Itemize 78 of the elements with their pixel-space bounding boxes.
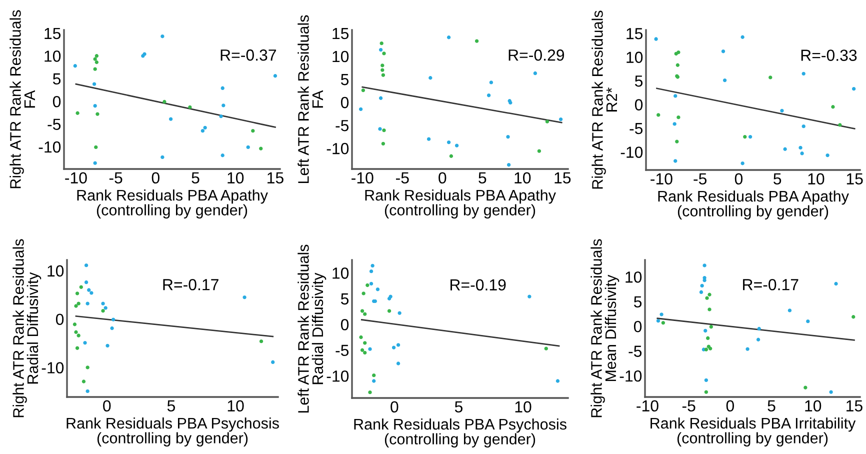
x-axis-title: Rank Residuals PBA Apathy (controlling by gender) <box>658 190 849 220</box>
y-tick-label: 10 <box>332 50 349 62</box>
y-axis-title: Right ATR Rank Residuals Radial Diffusivity <box>12 239 42 418</box>
x-tick-label: 10 <box>808 173 824 185</box>
x-tick-label: 10 <box>228 400 244 412</box>
y-tick-label: 10 <box>626 271 642 283</box>
y-tick-label: 10 <box>626 52 643 63</box>
y-tick-label: 5 <box>634 296 642 308</box>
y-tick-label: -10 <box>42 362 64 374</box>
y-axis-title: Left ATR Rank Residuals Radial Diffusivity <box>298 244 326 413</box>
annotation: R=-0.29 <box>508 49 564 61</box>
y-axis-title: Right ATR Rank Residuals Mean Diffusivity <box>590 239 620 418</box>
y-axis-title: Left ATR Rank Residuals FA <box>298 15 323 184</box>
x-tick-label: -5 <box>109 172 122 184</box>
y-tick-label: 15 <box>44 28 61 40</box>
y-tick-label: 10 <box>44 50 61 62</box>
y-tick-label: 0 <box>340 319 349 330</box>
x-tick-label: -5 <box>694 173 707 185</box>
y-tick-label: 15 <box>626 28 643 40</box>
x-tick-label: 0 <box>152 172 160 184</box>
y-tick-label: -10 <box>620 370 642 382</box>
y-tick-label: 5 <box>340 293 349 305</box>
x-axis-title: Rank Residuals PBA Irritability (controlling by gender) <box>650 417 856 446</box>
x-tick-label: -10 <box>65 172 87 184</box>
y-tick-label: 10 <box>48 265 64 277</box>
x-tick-label: 5 <box>768 400 776 412</box>
annotation: R=-0.33 <box>801 50 857 61</box>
annotation: R=-0.19 <box>450 279 506 291</box>
x-tick-label: -10 <box>650 173 672 185</box>
x-tick-label: 0 <box>438 172 446 184</box>
y-tick-label: 0 <box>634 320 642 332</box>
y-axis-title: Right ATR Rank Residuals FA <box>10 10 35 188</box>
y-tick-label: -5 <box>336 344 349 356</box>
x-tick-label: 15 <box>554 172 571 184</box>
x-tick-label: 10 <box>805 400 822 412</box>
y-axis-title: Right ATR Rank Residuals R2* <box>592 10 617 189</box>
x-tick-label: 0 <box>734 173 743 185</box>
x-tick-label: -10 <box>352 172 374 184</box>
y-tick-label: -10 <box>620 146 643 158</box>
x-tick-label: 10 <box>228 172 244 184</box>
y-tick-label: 0 <box>340 96 349 108</box>
x-tick-label: 15 <box>846 400 862 412</box>
annotation: R=-0.17 <box>163 278 218 290</box>
x-tick-label: 5 <box>478 172 486 184</box>
y-tick-label: -5 <box>336 120 349 132</box>
x-tick-label: 5 <box>167 400 175 412</box>
y-tick-label: 5 <box>340 74 349 86</box>
x-tick-label: 5 <box>192 172 200 184</box>
x-tick-label: 10 <box>514 172 531 184</box>
y-tick-label: 0 <box>634 99 643 110</box>
x-tick-label: 15 <box>268 172 284 184</box>
y-tick-label: -5 <box>630 123 643 134</box>
x-axis-title: Rank Residuals PBA Psychosis (controlling by gender) <box>354 418 566 448</box>
x-tick-label: 5 <box>774 173 782 185</box>
y-tick-label: -10 <box>326 370 349 382</box>
y-tick-label: -10 <box>38 141 61 153</box>
x-tick-label: 0 <box>103 400 111 412</box>
y-tick-label: 0 <box>52 96 61 108</box>
x-axis-title: Rank Residuals PBA Apathy (controlling by gender) <box>77 189 268 218</box>
y-tick-label: 5 <box>52 73 61 85</box>
x-axis-title: Rank Residuals PBA Apathy (controlling by gender) <box>365 189 556 218</box>
x-tick-label: 10 <box>515 401 532 413</box>
y-tick-label: 10 <box>332 268 349 279</box>
x-tick-label: -5 <box>396 172 409 184</box>
x-tick-label: 5 <box>454 401 462 413</box>
y-tick-label: 15 <box>332 28 349 40</box>
x-tick-label: 0 <box>390 401 398 413</box>
annotation: R=-0.17 <box>743 278 798 290</box>
y-tick-label: 5 <box>634 76 643 87</box>
x-tick-label: 0 <box>726 400 734 412</box>
y-tick-label: -5 <box>628 346 642 357</box>
x-tick-label: 15 <box>846 173 863 185</box>
x-tick-label: -5 <box>682 400 696 412</box>
x-axis-title: Rank Residuals PBA Psychosis (controlling by gender) <box>66 417 279 446</box>
y-tick-label: 0 <box>56 314 64 326</box>
y-tick-label: -10 <box>326 142 349 154</box>
annotation: R=-0.37 <box>220 49 276 61</box>
y-tick-label: -5 <box>48 118 61 130</box>
